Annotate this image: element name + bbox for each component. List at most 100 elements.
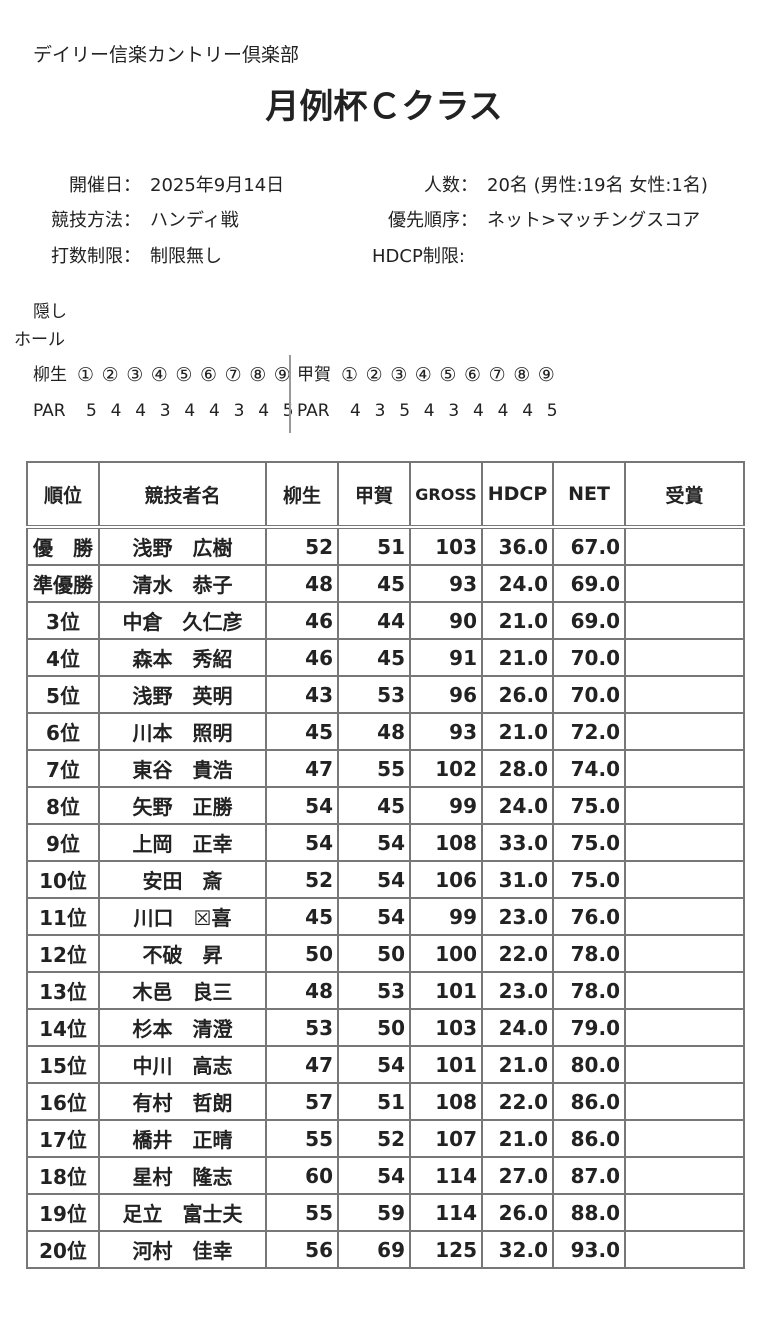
- cell: 93: [409, 564, 483, 603]
- par-value: 5: [546, 401, 558, 421]
- result-row: 16位 有村 哲朗 57 51 108 22.0 86.0: [26, 1082, 745, 1121]
- cell: 108: [409, 1082, 483, 1121]
- info-value: ネット>マッチングスコア: [487, 210, 701, 231]
- cell: 86.0: [552, 1119, 626, 1158]
- result-row: 20位 河村 佳幸 56 69 125 32.0 93.0: [26, 1230, 745, 1269]
- cell: 21.0: [481, 712, 554, 751]
- column-header: 甲賀: [337, 461, 411, 529]
- cell: 54: [337, 897, 411, 936]
- result-row: 18位 星村 隆志 60 54 114 27.0 87.0: [26, 1156, 745, 1195]
- cell: 86.0: [552, 1082, 626, 1121]
- cell: 清水 恭子: [98, 564, 267, 603]
- hole-marker: ⑨: [273, 364, 291, 386]
- cell: 54: [265, 823, 339, 862]
- cell: 78.0: [552, 971, 626, 1010]
- cell: 13位: [26, 971, 100, 1010]
- result-row: 10位 安田 斎 52 54 106 31.0 75.0: [26, 860, 745, 899]
- cell: 75.0: [552, 786, 626, 825]
- cell: 47: [265, 749, 339, 788]
- award-cell: [624, 564, 745, 603]
- cell: 45: [265, 897, 339, 936]
- result-row: 15位 中川 高志 47 54 101 21.0 80.0: [26, 1045, 745, 1084]
- cell: 67.0: [552, 526, 626, 566]
- cell: 木邑 良三: [98, 971, 267, 1010]
- cell: 52: [265, 860, 339, 899]
- cell: 54: [337, 1045, 411, 1084]
- cell: 10位: [26, 860, 100, 899]
- award-cell: [624, 1082, 745, 1121]
- hole-marker: ⑦: [224, 364, 242, 386]
- cell: 23.0: [481, 897, 554, 936]
- info-label: 優先順序：: [388, 210, 478, 231]
- title: 月例杯Ｃクラス: [265, 87, 503, 127]
- cell: 橋井 正晴: [98, 1119, 267, 1158]
- cell: 59: [337, 1193, 411, 1232]
- cell: 96: [409, 675, 483, 714]
- award-cell: [624, 526, 745, 566]
- cell: 50: [265, 934, 339, 973]
- cell: 川本 照明: [98, 712, 267, 751]
- cell: 101: [409, 971, 483, 1010]
- cell: 54: [265, 786, 339, 825]
- result-row: 13位 木邑 良三 48 53 101 23.0 78.0: [26, 971, 745, 1010]
- cell: 75.0: [552, 860, 626, 899]
- par-value: 4: [184, 401, 196, 421]
- cell: 103: [409, 1008, 483, 1047]
- cell: 69.0: [552, 601, 626, 640]
- cell: 28.0: [481, 749, 554, 788]
- award-cell: [624, 1008, 745, 1047]
- info-value: 2025年9月14日: [150, 175, 285, 196]
- par-value: 4: [258, 401, 270, 421]
- cell: 54: [337, 823, 411, 862]
- par-value: 3: [233, 401, 245, 421]
- award-cell: [624, 749, 745, 788]
- cell: 46: [265, 638, 339, 677]
- cell: 43: [265, 675, 339, 714]
- cell: 54: [337, 1156, 411, 1195]
- column-header: 順位: [26, 461, 100, 529]
- award-cell: [624, 1119, 745, 1158]
- column-header: 柳生: [265, 461, 339, 529]
- cell: 森本 秀紹: [98, 638, 267, 677]
- par-value: 4: [135, 401, 147, 421]
- cell: 50: [337, 934, 411, 973]
- cell: 114: [409, 1156, 483, 1195]
- par-value: 4: [497, 401, 509, 421]
- cell: 45: [337, 638, 411, 677]
- result-row: 6位 川本 照明 45 48 93 21.0 72.0: [26, 712, 745, 751]
- cell: 浅野 広樹: [98, 526, 267, 566]
- course-name: 甲賀: [297, 365, 331, 385]
- cell: 21.0: [481, 638, 554, 677]
- cell: 102: [409, 749, 483, 788]
- cell: 44: [337, 601, 411, 640]
- cell: 17位: [26, 1119, 100, 1158]
- cell: 54: [337, 860, 411, 899]
- hole-marker: ⑦: [488, 364, 506, 386]
- cell: 準優勝: [26, 564, 100, 603]
- cell: 48: [265, 971, 339, 1010]
- cell: 5位: [26, 675, 100, 714]
- cell: 76.0: [552, 897, 626, 936]
- cell: 53: [337, 971, 411, 1010]
- cell: 52: [265, 526, 339, 566]
- hidden-label: 隠し: [33, 302, 67, 322]
- cell: 72.0: [552, 712, 626, 751]
- cell: 有村 哲朗: [98, 1082, 267, 1121]
- cell: 6位: [26, 712, 100, 751]
- par-value: 4: [423, 401, 435, 421]
- cell: 107: [409, 1119, 483, 1158]
- cell: 中川 高志: [98, 1045, 267, 1084]
- cell: 91: [409, 638, 483, 677]
- cell: 56: [265, 1230, 339, 1269]
- cell: 125: [409, 1230, 483, 1269]
- cell: 足立 富士夫: [98, 1193, 267, 1232]
- cell: 52: [337, 1119, 411, 1158]
- par-label: PAR: [33, 401, 66, 421]
- cell: 21.0: [481, 1119, 554, 1158]
- cell: 101: [409, 1045, 483, 1084]
- award-cell: [624, 601, 745, 640]
- results-table: 順位 競技者名 柳生 甲賀 GROSS HDCP NET 受賞優 勝浅野 広樹 52 51 103 3…: [26, 461, 745, 1269]
- award-cell: [624, 971, 745, 1010]
- cell: 48: [337, 712, 411, 751]
- result-row: 9位 上岡 正幸 54 54 108 33.0 75.0: [26, 823, 745, 862]
